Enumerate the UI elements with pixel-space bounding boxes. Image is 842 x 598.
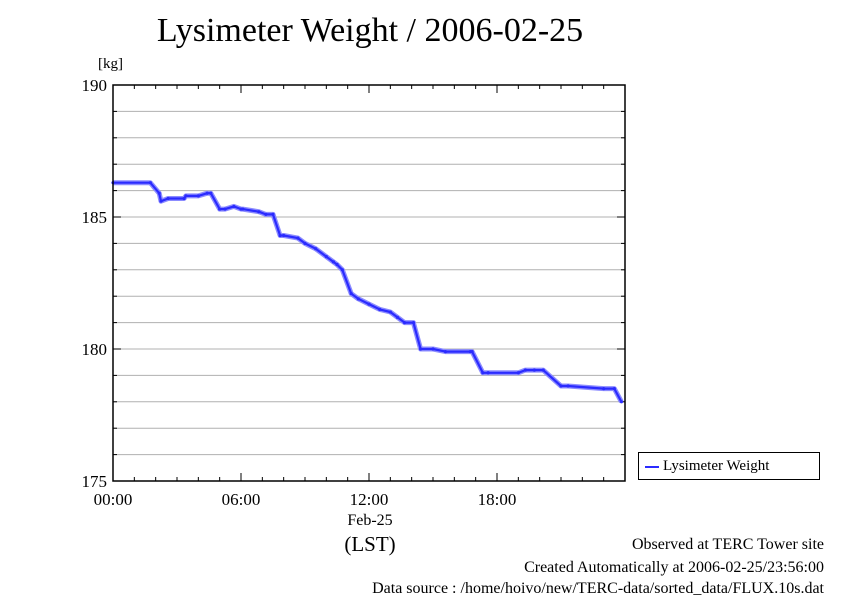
created-note: Created Automatically at 2006-02-25/23:5… xyxy=(524,559,824,576)
data-point xyxy=(619,400,624,404)
data-point xyxy=(331,260,336,264)
data-point xyxy=(402,321,407,325)
data-point xyxy=(443,350,448,354)
x-axis-unit-label: (LST) xyxy=(344,532,396,556)
data-point xyxy=(541,368,545,372)
data-point xyxy=(182,196,186,201)
grid-lines xyxy=(113,110,625,456)
series-line-halo xyxy=(113,180,624,403)
x-tick-label: 12:00 xyxy=(350,490,389,509)
data-point xyxy=(159,199,163,203)
legend-line-swatch xyxy=(645,466,659,468)
data-point xyxy=(218,207,222,211)
data-point xyxy=(486,371,490,375)
data-point xyxy=(349,291,353,296)
data-point xyxy=(282,233,286,238)
chart-title: Lysimeter Weight / 2006-02-25 xyxy=(156,12,584,49)
x-tick-label: 18:00 xyxy=(478,490,517,509)
data-point xyxy=(264,212,268,216)
data-point xyxy=(431,347,435,351)
data-point xyxy=(223,207,227,211)
data-point xyxy=(566,384,570,388)
data-point xyxy=(418,347,423,351)
x-tick-label: 00:00 xyxy=(94,490,133,509)
data-point xyxy=(257,210,261,214)
data-point xyxy=(324,255,328,259)
y-tick-label: 180 xyxy=(82,340,108,359)
data-point xyxy=(411,321,416,325)
data-point xyxy=(612,387,616,391)
data-point xyxy=(481,371,485,375)
data-point xyxy=(602,387,606,391)
data-source-note: Data source : /home/hoivo/new/TERC-data/… xyxy=(372,580,824,597)
y-tick-label: 185 xyxy=(82,208,108,227)
data-point xyxy=(367,302,371,306)
data-point xyxy=(157,191,161,195)
legend: Lysimeter Weight xyxy=(638,452,820,480)
y-tick-label: 175 xyxy=(82,472,108,491)
y-tick-label: 190 xyxy=(82,76,108,95)
x-tick-labels: 00:00 06:00 12:00 18:00 xyxy=(94,490,517,509)
data-point xyxy=(184,194,188,198)
data-point xyxy=(356,297,360,301)
observed-note: Observed at TERC Tower site xyxy=(631,536,824,553)
data-point xyxy=(388,310,392,314)
data-point xyxy=(559,384,563,388)
x-axis-date-label: Feb-25 xyxy=(347,512,393,529)
data-point xyxy=(196,194,200,198)
x-tick-label: 06:00 xyxy=(222,490,261,509)
data-point xyxy=(532,368,536,372)
data-point xyxy=(278,233,282,238)
data-point xyxy=(232,204,236,209)
data-point xyxy=(209,191,213,195)
data-point xyxy=(314,247,318,251)
data-point xyxy=(241,207,245,211)
data-point xyxy=(516,371,520,375)
data-point xyxy=(395,315,400,319)
y-tick-labels: 175 180 185 190 xyxy=(82,76,108,491)
y-axis-unit: [kg] xyxy=(98,56,123,72)
data-point xyxy=(271,212,275,216)
data-point xyxy=(523,368,528,372)
data-point xyxy=(340,268,344,272)
axis-ticks xyxy=(113,85,625,481)
data-point xyxy=(205,191,209,195)
data-point xyxy=(335,262,339,267)
data-point xyxy=(378,307,382,311)
data-point xyxy=(296,236,300,240)
legend-label: Lysimeter Weight xyxy=(663,458,770,474)
series-layer xyxy=(111,180,624,404)
data-point xyxy=(148,181,152,185)
plot-frame xyxy=(112,84,626,482)
data-point xyxy=(303,241,307,245)
data-point xyxy=(166,196,170,201)
data-point xyxy=(470,350,474,354)
